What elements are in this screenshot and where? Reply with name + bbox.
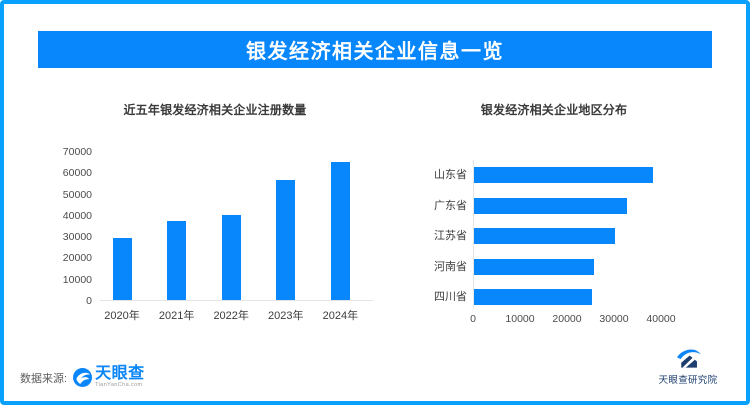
bar-四川省 <box>474 289 592 305</box>
ytick-70000: 70000 <box>62 146 92 158</box>
page-title: 银发经济相关企业信息一览 <box>246 41 504 63</box>
category-四川省: 四川省 <box>434 291 467 303</box>
category-河南省: 河南省 <box>434 260 467 273</box>
institute-swoosh-icon <box>676 349 701 368</box>
xlabel-2022年: 2022年 <box>213 310 249 322</box>
data-source-area: 数据来源: 天眼查 TianYanCha.com <box>20 360 145 394</box>
category-广东省: 广东省 <box>434 199 467 212</box>
region-chart-category-axis: 山东省广东省江苏省河南省四川省 <box>416 160 467 308</box>
institute-logo: 天眼查研究院 <box>656 347 720 386</box>
xtick-0: 0 <box>470 313 476 325</box>
bar-2022年 <box>221 214 241 300</box>
xlabel-2024年: 2024年 <box>322 310 359 322</box>
brand-domain: TianYanCha.com <box>95 382 143 388</box>
bar-江苏省 <box>474 228 615 244</box>
ytick-50000: 50000 <box>62 188 92 201</box>
xlabel-2020年: 2020年 <box>104 310 140 322</box>
registrations-chart-title: 近五年银发经济相关企业注册数量 <box>123 103 307 117</box>
xtick-20000: 20000 <box>552 313 582 325</box>
registrations-chart-baseline <box>100 300 373 301</box>
bar-山东省 <box>474 167 653 183</box>
tianyancha-logo: 天眼查 TianYanCha.com <box>73 364 145 389</box>
xtick-10000: 10000 <box>505 313 535 325</box>
registrations-chart-y-axis: 0 10000 20000 30000 40000 50000 60000 70000 <box>44 146 92 307</box>
brand-name: 天眼查 <box>95 364 145 382</box>
region-chart-axis-line <box>473 160 474 308</box>
ytick-20000: 20000 <box>62 252 92 265</box>
bar-2020年 <box>112 238 132 300</box>
xtick-30000: 30000 <box>599 313 629 325</box>
bar-2023年 <box>276 179 296 300</box>
bar-2021年 <box>167 221 187 300</box>
ytick-10000: 10000 <box>62 273 92 286</box>
ytick-60000: 60000 <box>62 167 92 180</box>
registrations-chart-plot <box>100 152 373 301</box>
bar-广东省 <box>474 197 627 214</box>
region-chart-plot <box>473 160 703 308</box>
region-chart-x-axis: 0 10000 20000 30000 40000 <box>470 313 703 327</box>
registrations-chart-x-axis: 2020年 2021年 2022年 2023年 2024年 <box>100 307 373 323</box>
bar-河南省 <box>474 258 594 275</box>
tianyancha-wordmark: 天眼查 TianYanCha.com <box>95 364 145 389</box>
region-chart-title: 银发经济相关企业地区分布 <box>480 103 628 117</box>
institute-name: 天眼查研究院 <box>658 375 718 386</box>
category-山东省: 山东省 <box>434 169 467 181</box>
bar-2024年 <box>330 161 350 300</box>
tianyancha-eye-icon <box>73 367 93 387</box>
ytick-40000: 40000 <box>62 209 92 222</box>
data-source-label: 数据来源: <box>20 373 68 385</box>
category-江苏省: 江苏省 <box>434 230 467 242</box>
xtick-40000: 40000 <box>646 313 676 325</box>
xlabel-2023年: 2023年 <box>268 310 304 322</box>
ytick-0: 0 <box>86 295 92 307</box>
xlabel-2021年: 2021年 <box>158 310 195 322</box>
page-title-banner: 银发经济相关企业信息一览 <box>38 31 712 68</box>
ytick-30000: 30000 <box>62 231 92 244</box>
